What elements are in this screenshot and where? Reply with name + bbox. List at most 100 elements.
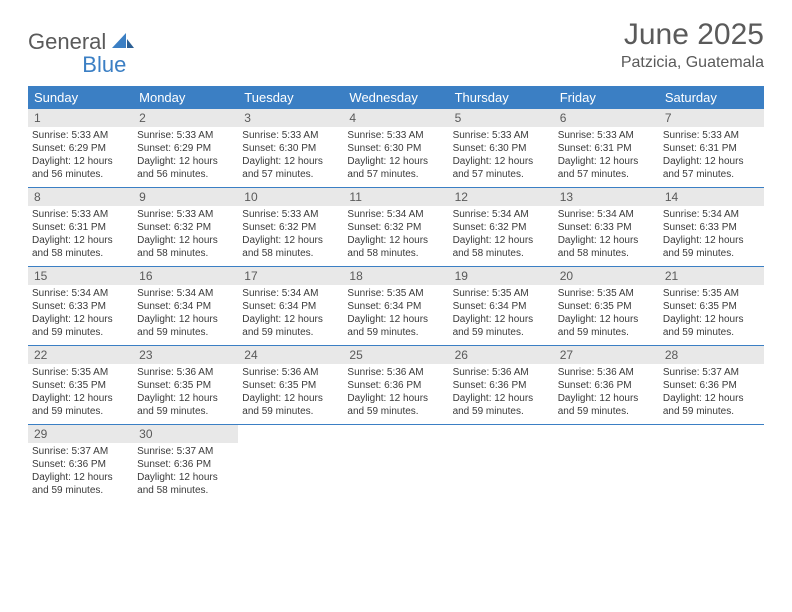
calendar-cell: 21Sunrise: 5:35 AMSunset: 6:35 PMDayligh… xyxy=(659,267,764,345)
day-number: 11 xyxy=(343,188,448,206)
calendar-cell: 10Sunrise: 5:33 AMSunset: 6:32 PMDayligh… xyxy=(238,188,343,266)
day-details: Sunrise: 5:36 AMSunset: 6:36 PMDaylight:… xyxy=(554,364,659,422)
day-number: 29 xyxy=(28,425,133,443)
calendar-cell: 14Sunrise: 5:34 AMSunset: 6:33 PMDayligh… xyxy=(659,188,764,266)
day-details: Sunrise: 5:33 AMSunset: 6:29 PMDaylight:… xyxy=(28,127,133,185)
day-number: 25 xyxy=(343,346,448,364)
day-details: Sunrise: 5:35 AMSunset: 6:35 PMDaylight:… xyxy=(28,364,133,422)
logo: General Blue xyxy=(28,18,126,66)
week-row: 15Sunrise: 5:34 AMSunset: 6:33 PMDayligh… xyxy=(28,267,764,346)
day-number: 1 xyxy=(28,109,133,127)
header: General Blue June 2025 Patzicia, Guatema… xyxy=(0,0,792,80)
calendar-cell-empty xyxy=(238,425,343,503)
weeks-container: 1Sunrise: 5:33 AMSunset: 6:29 PMDaylight… xyxy=(28,109,764,503)
day-details: Sunrise: 5:33 AMSunset: 6:30 PMDaylight:… xyxy=(449,127,554,185)
day-number: 27 xyxy=(554,346,659,364)
weekday-saturday: Saturday xyxy=(659,86,764,109)
calendar-cell: 8Sunrise: 5:33 AMSunset: 6:31 PMDaylight… xyxy=(28,188,133,266)
day-details: Sunrise: 5:33 AMSunset: 6:31 PMDaylight:… xyxy=(659,127,764,185)
calendar-cell: 2Sunrise: 5:33 AMSunset: 6:29 PMDaylight… xyxy=(133,109,238,187)
calendar-cell-empty xyxy=(343,425,448,503)
calendar-cell: 7Sunrise: 5:33 AMSunset: 6:31 PMDaylight… xyxy=(659,109,764,187)
calendar-cell: 29Sunrise: 5:37 AMSunset: 6:36 PMDayligh… xyxy=(28,425,133,503)
day-number: 6 xyxy=(554,109,659,127)
day-number: 30 xyxy=(133,425,238,443)
week-row: 22Sunrise: 5:35 AMSunset: 6:35 PMDayligh… xyxy=(28,346,764,425)
day-details: Sunrise: 5:35 AMSunset: 6:34 PMDaylight:… xyxy=(343,285,448,343)
day-details: Sunrise: 5:33 AMSunset: 6:32 PMDaylight:… xyxy=(238,206,343,264)
day-number: 17 xyxy=(238,267,343,285)
day-details: Sunrise: 5:34 AMSunset: 6:34 PMDaylight:… xyxy=(133,285,238,343)
day-details: Sunrise: 5:35 AMSunset: 6:35 PMDaylight:… xyxy=(659,285,764,343)
day-details: Sunrise: 5:33 AMSunset: 6:29 PMDaylight:… xyxy=(133,127,238,185)
calendar-cell: 28Sunrise: 5:37 AMSunset: 6:36 PMDayligh… xyxy=(659,346,764,424)
day-details: Sunrise: 5:36 AMSunset: 6:35 PMDaylight:… xyxy=(238,364,343,422)
day-details: Sunrise: 5:36 AMSunset: 6:35 PMDaylight:… xyxy=(133,364,238,422)
title-block: June 2025 Patzicia, Guatemala xyxy=(621,18,764,72)
day-details: Sunrise: 5:36 AMSunset: 6:36 PMDaylight:… xyxy=(449,364,554,422)
day-details: Sunrise: 5:37 AMSunset: 6:36 PMDaylight:… xyxy=(28,443,133,501)
day-number: 3 xyxy=(238,109,343,127)
day-details: Sunrise: 5:33 AMSunset: 6:30 PMDaylight:… xyxy=(238,127,343,185)
day-number: 15 xyxy=(28,267,133,285)
calendar-cell: 15Sunrise: 5:34 AMSunset: 6:33 PMDayligh… xyxy=(28,267,133,345)
calendar-cell: 26Sunrise: 5:36 AMSunset: 6:36 PMDayligh… xyxy=(449,346,554,424)
day-number: 16 xyxy=(133,267,238,285)
day-details: Sunrise: 5:34 AMSunset: 6:32 PMDaylight:… xyxy=(449,206,554,264)
day-details: Sunrise: 5:34 AMSunset: 6:33 PMDaylight:… xyxy=(554,206,659,264)
weekday-header: Sunday Monday Tuesday Wednesday Thursday… xyxy=(28,86,764,109)
calendar: Sunday Monday Tuesday Wednesday Thursday… xyxy=(28,86,764,503)
day-details: Sunrise: 5:33 AMSunset: 6:31 PMDaylight:… xyxy=(28,206,133,264)
calendar-cell-empty xyxy=(659,425,764,503)
day-details: Sunrise: 5:33 AMSunset: 6:31 PMDaylight:… xyxy=(554,127,659,185)
day-number: 8 xyxy=(28,188,133,206)
day-number: 14 xyxy=(659,188,764,206)
day-number: 22 xyxy=(28,346,133,364)
calendar-cell: 11Sunrise: 5:34 AMSunset: 6:32 PMDayligh… xyxy=(343,188,448,266)
weekday-monday: Monday xyxy=(133,86,238,109)
calendar-cell: 17Sunrise: 5:34 AMSunset: 6:34 PMDayligh… xyxy=(238,267,343,345)
logo-text-blue: Blue xyxy=(82,52,126,78)
calendar-cell: 23Sunrise: 5:36 AMSunset: 6:35 PMDayligh… xyxy=(133,346,238,424)
calendar-cell-empty xyxy=(554,425,659,503)
day-details: Sunrise: 5:33 AMSunset: 6:32 PMDaylight:… xyxy=(133,206,238,264)
day-number: 9 xyxy=(133,188,238,206)
calendar-cell: 30Sunrise: 5:37 AMSunset: 6:36 PMDayligh… xyxy=(133,425,238,503)
location: Patzicia, Guatemala xyxy=(621,54,764,72)
calendar-cell: 4Sunrise: 5:33 AMSunset: 6:30 PMDaylight… xyxy=(343,109,448,187)
calendar-cell: 3Sunrise: 5:33 AMSunset: 6:30 PMDaylight… xyxy=(238,109,343,187)
calendar-cell: 13Sunrise: 5:34 AMSunset: 6:33 PMDayligh… xyxy=(554,188,659,266)
weekday-wednesday: Wednesday xyxy=(343,86,448,109)
day-number: 18 xyxy=(343,267,448,285)
week-row: 29Sunrise: 5:37 AMSunset: 6:36 PMDayligh… xyxy=(28,425,764,503)
day-details: Sunrise: 5:35 AMSunset: 6:35 PMDaylight:… xyxy=(554,285,659,343)
day-number: 28 xyxy=(659,346,764,364)
day-number: 23 xyxy=(133,346,238,364)
calendar-cell: 5Sunrise: 5:33 AMSunset: 6:30 PMDaylight… xyxy=(449,109,554,187)
weekday-thursday: Thursday xyxy=(449,86,554,109)
day-details: Sunrise: 5:37 AMSunset: 6:36 PMDaylight:… xyxy=(133,443,238,501)
day-details: Sunrise: 5:34 AMSunset: 6:32 PMDaylight:… xyxy=(343,206,448,264)
week-row: 1Sunrise: 5:33 AMSunset: 6:29 PMDaylight… xyxy=(28,109,764,188)
day-details: Sunrise: 5:33 AMSunset: 6:30 PMDaylight:… xyxy=(343,127,448,185)
day-number: 19 xyxy=(449,267,554,285)
day-details: Sunrise: 5:35 AMSunset: 6:34 PMDaylight:… xyxy=(449,285,554,343)
day-details: Sunrise: 5:36 AMSunset: 6:36 PMDaylight:… xyxy=(343,364,448,422)
day-number: 24 xyxy=(238,346,343,364)
day-number: 2 xyxy=(133,109,238,127)
weekday-friday: Friday xyxy=(554,86,659,109)
calendar-cell: 19Sunrise: 5:35 AMSunset: 6:34 PMDayligh… xyxy=(449,267,554,345)
day-details: Sunrise: 5:37 AMSunset: 6:36 PMDaylight:… xyxy=(659,364,764,422)
day-number: 20 xyxy=(554,267,659,285)
calendar-cell: 1Sunrise: 5:33 AMSunset: 6:29 PMDaylight… xyxy=(28,109,133,187)
day-number: 12 xyxy=(449,188,554,206)
day-number: 26 xyxy=(449,346,554,364)
day-number: 4 xyxy=(343,109,448,127)
logo-sail-icon xyxy=(112,31,134,54)
calendar-cell: 12Sunrise: 5:34 AMSunset: 6:32 PMDayligh… xyxy=(449,188,554,266)
day-details: Sunrise: 5:34 AMSunset: 6:33 PMDaylight:… xyxy=(659,206,764,264)
weekday-tuesday: Tuesday xyxy=(238,86,343,109)
calendar-cell: 9Sunrise: 5:33 AMSunset: 6:32 PMDaylight… xyxy=(133,188,238,266)
day-details: Sunrise: 5:34 AMSunset: 6:33 PMDaylight:… xyxy=(28,285,133,343)
month-title: June 2025 xyxy=(621,18,764,52)
